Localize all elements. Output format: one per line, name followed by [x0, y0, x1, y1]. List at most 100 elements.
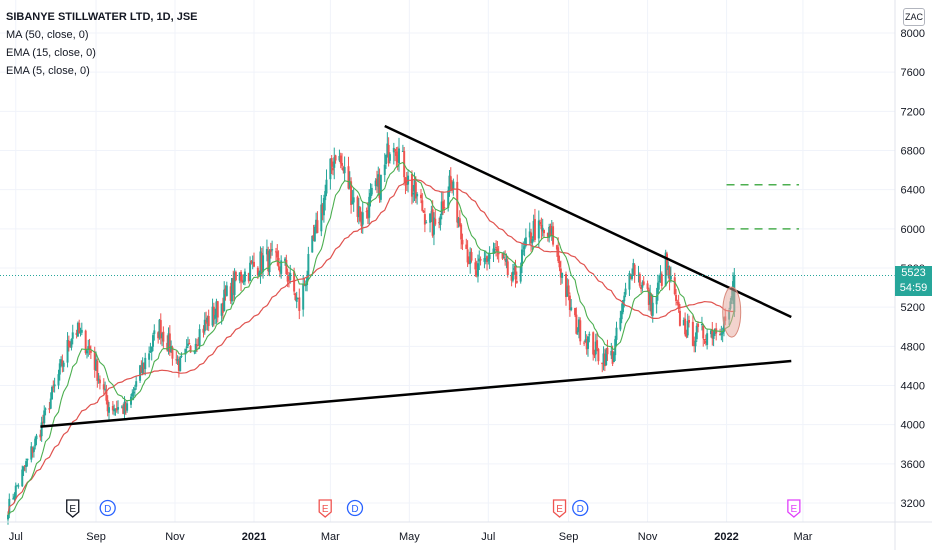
candle-body: [475, 270, 478, 276]
candle-body: [224, 288, 227, 295]
candles: [7, 132, 736, 525]
candle-body: [640, 286, 643, 290]
candle-body: [52, 386, 55, 388]
y-tick-label: 6400: [901, 185, 925, 197]
candle-body: [215, 301, 218, 317]
candle-body: [25, 461, 28, 468]
candle-body: [294, 293, 297, 300]
candle-body: [350, 181, 353, 205]
event-marker-label: D: [577, 504, 584, 515]
candle-body: [611, 351, 614, 364]
candle-body: [623, 295, 626, 302]
candle-body: [461, 239, 464, 245]
candle-body: [220, 303, 223, 316]
y-tick-label: 4400: [901, 381, 925, 393]
candle-body: [117, 407, 120, 410]
candle-body: [668, 267, 671, 282]
legend-ema15[interactable]: EMA (15, close, 0): [6, 47, 96, 59]
candle-body: [675, 295, 678, 301]
candle-body: [430, 211, 433, 213]
candle-body: [587, 336, 590, 349]
candle-body: [284, 258, 287, 261]
candle-body: [41, 421, 44, 423]
candle-body: [533, 219, 536, 240]
candle-body: [221, 302, 224, 313]
candle-body: [311, 235, 314, 253]
candle-body: [712, 333, 715, 339]
candle-body: [557, 247, 560, 262]
candle-body: [316, 220, 319, 233]
candle-body: [304, 285, 307, 287]
y-tick-label: 7200: [901, 106, 925, 118]
candle-body: [405, 180, 408, 186]
candle-body: [247, 272, 250, 282]
candle-body: [85, 350, 88, 354]
candle-body: [447, 190, 450, 208]
candle-body: [597, 348, 600, 362]
candle-body: [703, 338, 706, 340]
candle-body: [198, 329, 201, 346]
candle-body: [132, 391, 135, 394]
candle-body: [676, 302, 679, 304]
candle-body: [369, 192, 372, 199]
candle-body: [520, 249, 523, 267]
candle-body: [467, 261, 470, 264]
candle-body: [442, 201, 445, 210]
event-marker-label: E: [791, 504, 798, 515]
candle-body: [593, 353, 596, 356]
last-price: 5523: [901, 267, 926, 279]
candle-body: [34, 438, 37, 447]
candle-body: [144, 357, 147, 370]
candle-body: [655, 296, 658, 305]
candle-body: [249, 262, 252, 281]
candle-body: [379, 174, 382, 200]
candle-body: [357, 206, 360, 218]
candle-body: [633, 264, 636, 276]
candle-body: [531, 239, 534, 244]
candle-body: [277, 257, 280, 267]
y-tick-label: 6800: [901, 146, 925, 158]
candle-body: [528, 231, 531, 238]
annotations: [0, 124, 895, 428]
candle-body: [532, 220, 535, 239]
candle-body: [546, 232, 549, 238]
candle-body: [677, 302, 680, 309]
candle-body: [202, 328, 205, 333]
candle-body: [229, 286, 232, 301]
candle-body: [370, 187, 373, 195]
candle-body: [392, 147, 395, 153]
candle-body: [388, 154, 391, 161]
legend-ema5[interactable]: EMA (5, close, 0): [6, 65, 90, 77]
candle-body: [576, 331, 579, 333]
candle-body: [385, 154, 388, 165]
y-tick-label: 8000: [901, 28, 925, 40]
candle-body: [383, 164, 386, 176]
candle-body: [366, 209, 369, 219]
candle-body: [265, 249, 268, 255]
candle-body: [338, 155, 341, 161]
candle-body: [478, 258, 481, 262]
candle-body: [704, 340, 707, 344]
candle-body: [97, 378, 100, 380]
candle-body: [43, 410, 46, 424]
candle-body: [434, 218, 437, 225]
legend-ma[interactable]: MA (50, close, 0): [6, 29, 89, 41]
candle-body: [140, 367, 143, 373]
candle-body: [89, 350, 92, 353]
candle-body: [351, 200, 354, 205]
candle-body: [456, 181, 459, 223]
candle-body: [205, 320, 208, 324]
candle-body: [348, 181, 351, 189]
candle-body: [359, 207, 362, 222]
candle-body: [211, 306, 214, 326]
candle-body: [452, 181, 455, 190]
candle-body: [150, 346, 153, 353]
candle-body: [549, 226, 552, 236]
currency-badge[interactable]: ZAC: [903, 8, 925, 26]
candle-body: [687, 319, 690, 323]
candle-body: [550, 228, 553, 234]
candle-body: [624, 288, 627, 295]
candle-body: [686, 320, 689, 336]
candle-body: [585, 339, 588, 350]
